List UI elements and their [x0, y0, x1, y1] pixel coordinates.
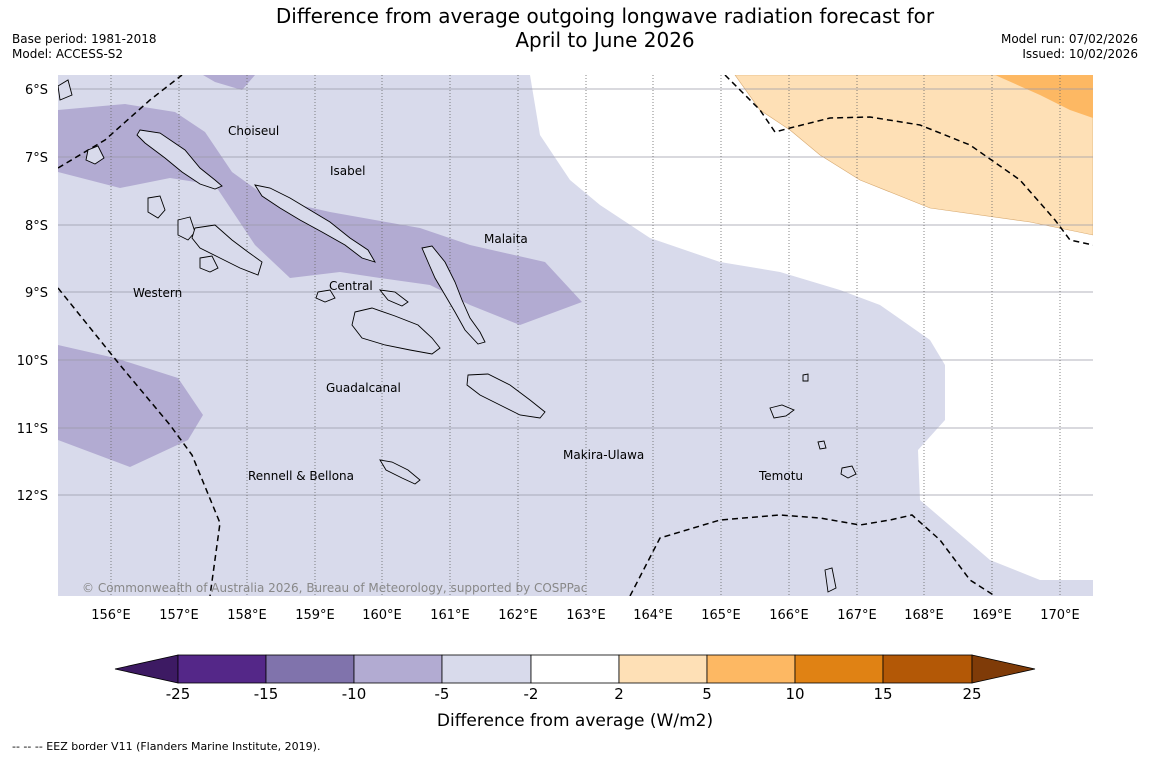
lon-label: 161°E [430, 608, 470, 623]
island-santa-cruz [769, 404, 795, 419]
colorbar-segment [618, 654, 708, 684]
lat-label: 12°S [17, 489, 48, 504]
lon-label: 159°E [295, 608, 335, 623]
region-label-isabel: Isabel [330, 164, 365, 178]
colorbar: -25 -15 -10 -5 -2 2 5 10 15 25 Differenc… [114, 654, 1036, 731]
colorbar-tick: -10 [342, 685, 367, 703]
colorbar-tick: -5 [435, 685, 450, 703]
title-line-2: April to June 2026 [515, 28, 695, 52]
region-label-makira-ulawa: Makira-Ulawa [563, 448, 644, 462]
island-temotu-2 [817, 440, 827, 450]
anomaly-field-purple-west [58, 345, 203, 467]
colorbar-extend-min [114, 654, 179, 684]
lon-label: 163°E [566, 608, 606, 623]
lon-label: 167°E [837, 608, 877, 623]
anomaly-field-orange [995, 75, 1093, 118]
model-run: Model run: 07/02/2026 [1000, 32, 1138, 46]
lon-label: 166°E [769, 608, 809, 623]
island-bougainville-tip [58, 79, 73, 101]
island-western-4 [199, 255, 219, 273]
colorbar-segment [882, 654, 973, 684]
colorbar-tick: 2 [614, 685, 624, 703]
model-name: Model: ACCESS-S2 [12, 47, 124, 61]
latitude-labels: 6°S 7°S 8°S 9°S 10°S 11°S 12°S [17, 83, 48, 504]
island-malaita [421, 245, 486, 345]
region-label-central: Central [329, 279, 373, 293]
copyright-text: © Commonwealth of Australia 2026, Bureau… [82, 581, 587, 595]
title-line-1: Difference from average outgoing longwav… [275, 4, 935, 28]
colorbar-segment [706, 654, 796, 684]
latitude-gridlines [58, 88, 1093, 496]
colorbar-tick: 15 [873, 685, 892, 703]
island-shortland [85, 145, 105, 165]
map-area: Choiseul Isabel Malaita Western Central … [58, 75, 1093, 596]
island-coastlines [58, 79, 857, 593]
colorbar-tick: -15 [254, 685, 279, 703]
colorbar-label: Difference from average (W/m2) [437, 711, 713, 731]
issued-date: Issued: 10/02/2026 [1022, 47, 1138, 61]
colorbar-tick: -2 [524, 685, 539, 703]
island-rennell [379, 459, 421, 485]
island-guadalcanal [351, 307, 441, 355]
region-label-guadalcanal: Guadalcanal [326, 381, 401, 395]
lon-label: 170°E [1040, 608, 1080, 623]
region-label-temotu: Temotu [758, 469, 803, 483]
eez-borders [58, 75, 1093, 596]
island-temotu-1 [840, 465, 857, 479]
colorbar-segment [530, 654, 620, 684]
island-makira [466, 373, 546, 419]
lat-label: 10°S [17, 354, 48, 369]
meta-right: Model run: 07/02/2026 Issued: 10/02/2026 [1001, 32, 1138, 62]
colorbar-segment [441, 654, 532, 684]
region-label-choiseul: Choiseul [228, 124, 279, 138]
lon-label: 156°E [91, 608, 131, 623]
region-label-malaita: Malaita [484, 232, 528, 246]
island-isabel [254, 184, 376, 263]
island-western-3 [147, 195, 166, 219]
island-temotu-3 [824, 567, 837, 593]
eez-footnote: -- -- -- EEZ border V11 (Flanders Marine… [12, 740, 321, 753]
lat-label: 9°S [25, 286, 48, 301]
lat-label: 7°S [25, 151, 48, 166]
colorbar-ticks: -25 -15 -10 -5 -2 2 5 10 15 25 [166, 685, 982, 703]
lat-label: 6°S [25, 83, 48, 98]
colorbar-tick: 25 [962, 685, 981, 703]
region-label-rennell-bellona: Rennell & Bellona [248, 469, 354, 483]
island-central-1 [315, 289, 336, 303]
base-period: Base period: 1981-2018 [12, 32, 157, 46]
lon-label: 165°E [701, 608, 741, 623]
lon-label: 164°E [633, 608, 673, 623]
chart-title: Difference from average outgoing longwav… [180, 4, 1030, 52]
colorbar-segment [265, 654, 355, 684]
meta-left: Base period: 1981-2018 Model: ACCESS-S2 [12, 32, 157, 62]
colorbar-tick: 5 [702, 685, 712, 703]
island-choiseul [136, 129, 223, 190]
colorbar-segment [353, 654, 443, 684]
colorbar-segment [794, 654, 884, 684]
island-temotu-4 [802, 373, 809, 382]
lon-label: 158°E [227, 608, 267, 623]
colorbar-tick: 10 [785, 685, 804, 703]
lat-label: 11°S [17, 422, 48, 437]
colorbar-segment [177, 654, 267, 684]
anomaly-field-purple-top [203, 75, 255, 90]
island-western-1 [177, 216, 196, 241]
lon-label: 157°E [159, 608, 199, 623]
colorbar-extend-max [971, 654, 1036, 684]
region-label-western: Western [133, 286, 182, 300]
longitude-labels: 156°E 157°E 158°E 159°E 160°E 161°E 162°… [91, 608, 1080, 623]
colorbar-tick: -25 [166, 685, 191, 703]
lon-label: 160°E [362, 608, 402, 623]
lon-label: 169°E [972, 608, 1012, 623]
lon-label: 162°E [498, 608, 538, 623]
island-central-2 [378, 289, 409, 307]
lon-label: 168°E [904, 608, 944, 623]
lat-label: 8°S [25, 219, 48, 234]
island-western-2 [191, 224, 263, 276]
anomaly-field-light-orange [734, 75, 1093, 236]
